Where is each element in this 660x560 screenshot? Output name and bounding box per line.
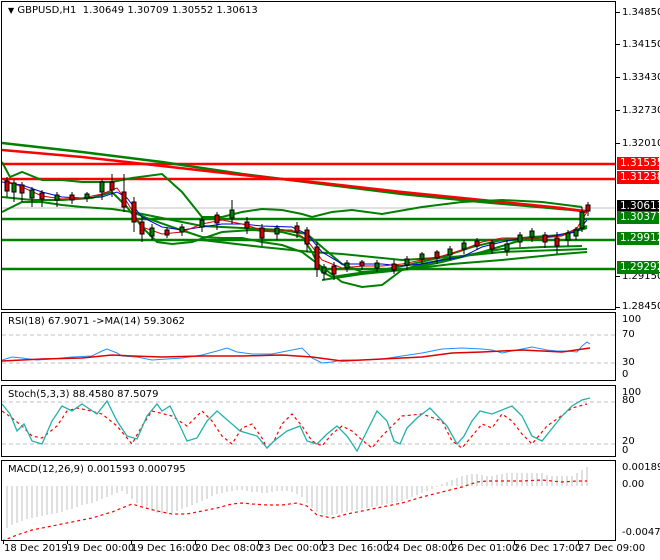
stoch-tick: 80 (622, 395, 635, 406)
time-label: 23 Dec 00:00 (258, 543, 326, 554)
price-plot (2, 141, 615, 289)
support-level-badge: 1.29292 (617, 261, 660, 274)
resistance-level-badge: 1.31238 (617, 171, 660, 184)
open-value: 1.30649 (82, 5, 125, 16)
stochastic-title: Stoch(5,3,3) 88.4580 87.5079 (8, 389, 159, 400)
high-value: 1.30709 (127, 5, 169, 16)
macd-plot (2, 467, 588, 540)
macd-tick: -0.004736 (622, 527, 660, 538)
rsi-tick: 0 (622, 369, 629, 380)
macd-tick: 0.001895 (622, 462, 660, 473)
time-label: 19 Dec 16:00 (131, 543, 199, 554)
time-label: 26 Dec 01:00 (451, 543, 519, 554)
rsi-tick: 100 (622, 314, 642, 325)
stoch-tick: 0 (622, 445, 629, 456)
rsi-title: RSI(18) 67.9071 ->MA(14) 59.3062 (8, 316, 185, 327)
symbol-label: GBPUSD,H1 (17, 5, 77, 16)
rsi-tick: 30 (622, 357, 635, 368)
macd-title: MACD(12,26,9) 0.001593 0.000795 (8, 464, 186, 475)
time-axis: 18 Dec 2019 19 Dec 00:00 19 Dec 16:00 20… (1, 540, 645, 560)
price-tick: 1.34150 (622, 39, 660, 50)
price-axis: 1.34850 1.34150 1.33430 1.32730 1.32010 … (616, 0, 660, 312)
macd-panel[interactable]: MACD(12,26,9) 0.001593 0.000795 (1, 460, 616, 541)
price-chart-panel[interactable]: ▼ GBPUSD,H1 1.30649 1.30709 1.30552 1.30… (1, 1, 616, 310)
stochastic-plot (2, 397, 615, 453)
close-value: 1.30613 (216, 5, 258, 16)
rsi-panel[interactable]: RSI(18) 67.9071 ->MA(14) 59.3062 (1, 312, 616, 381)
resistance-level-badge: 1.31535 (617, 157, 660, 170)
price-tick: 1.32010 (622, 138, 660, 149)
rsi-tick: 70 (622, 329, 635, 340)
stochastic-panel[interactable]: Stoch(5,3,3) 88.4580 87.5079 (1, 385, 616, 457)
chart-header: ▼ GBPUSD,H1 1.30649 1.30709 1.30552 1.30… (8, 5, 258, 16)
time-label: 20 Dec 08:00 (195, 543, 263, 554)
rsi-axis: 100 70 30 0 (616, 312, 660, 381)
time-label: 26 Dec 17:00 (514, 543, 582, 554)
support-level-badge: 1.30377 (617, 211, 660, 224)
macd-axis: 0.001895 0.00 -0.004736 (616, 460, 660, 541)
stoch-tick: 100 (622, 387, 642, 398)
time-label: 24 Dec 08:00 (387, 543, 455, 554)
price-tick: 1.32730 (622, 105, 660, 116)
rsi-plot (2, 334, 615, 364)
stoch-tick: 20 (622, 436, 635, 447)
stochastic-axis: 100 80 20 0 (616, 385, 660, 457)
macd-tick: 0.00 (622, 479, 645, 490)
collapse-triangle-icon[interactable]: ▼ (8, 6, 15, 15)
price-tick: 1.28450 (622, 301, 660, 312)
support-level-badge: 1.29912 (617, 232, 660, 245)
time-label: 27 Dec 09:00 (578, 543, 646, 554)
time-label: 19 Dec 00:00 (67, 543, 135, 554)
low-value: 1.30552 (171, 5, 214, 16)
price-tick: 1.34850 (622, 7, 660, 18)
time-label: 18 Dec 2019 (4, 543, 68, 554)
price-tick: 1.33430 (622, 72, 660, 83)
current-price-badge: 1.30613 (617, 200, 660, 213)
time-label: 23 Dec 16:00 (322, 543, 390, 554)
price-tick: 1.29150 (622, 271, 660, 282)
